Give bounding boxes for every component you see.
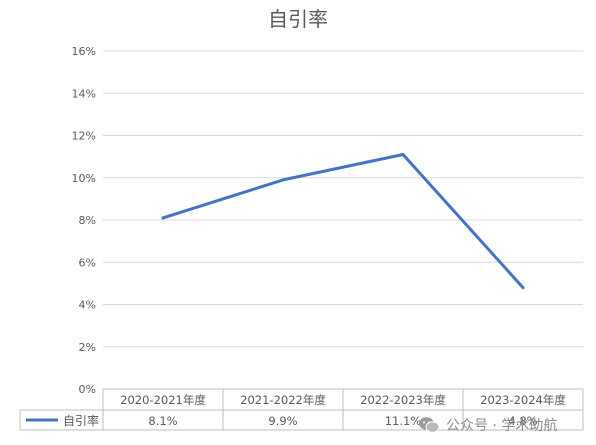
- y-tick-label: 2%: [79, 341, 96, 354]
- watermark-text: 公众号 · 学术助航: [446, 418, 558, 434]
- legend-label: 自引率: [63, 413, 99, 428]
- data-label: 11.1%: [385, 414, 422, 428]
- category-label: 2023-2024年度: [480, 393, 566, 407]
- data-point: [161, 216, 165, 220]
- data-point: [281, 178, 285, 182]
- y-tick-label: 10%: [72, 172, 96, 185]
- y-axis-tick-labels: 0% 2% 4% 6% 8% 10% 12% 14% 16%: [72, 45, 96, 396]
- series-line-group: [161, 153, 525, 290]
- watermark: 公众号 · 学术助航: [418, 414, 557, 436]
- gridlines: [103, 50, 583, 348]
- chart-title: 自引率: [268, 7, 328, 31]
- data-table: 2020-2021年度 2021-2022年度 2022-2023年度 2023-20…: [19, 388, 584, 431]
- y-tick-label: 8%: [79, 214, 96, 227]
- y-tick-label: 16%: [72, 45, 96, 58]
- data-label: 8.1%: [148, 414, 177, 428]
- y-tick-label: 12%: [72, 130, 96, 143]
- data-label: 4.8%: [508, 414, 537, 428]
- category-label: 2022-2023年度: [360, 393, 446, 407]
- y-tick-label: 4%: [79, 299, 96, 312]
- y-tick-label: 14%: [72, 87, 96, 100]
- data-label: 9.9%: [268, 414, 297, 428]
- data-point: [521, 286, 525, 290]
- y-tick-label: 6%: [79, 256, 96, 269]
- series-line: [161, 153, 525, 290]
- category-label: 2020-2021年度: [120, 393, 206, 407]
- y-tick-label: 0%: [79, 383, 96, 396]
- wechat-icon: [419, 417, 440, 433]
- category-label: 2021-2022年度: [240, 393, 326, 407]
- data-point: [401, 153, 405, 157]
